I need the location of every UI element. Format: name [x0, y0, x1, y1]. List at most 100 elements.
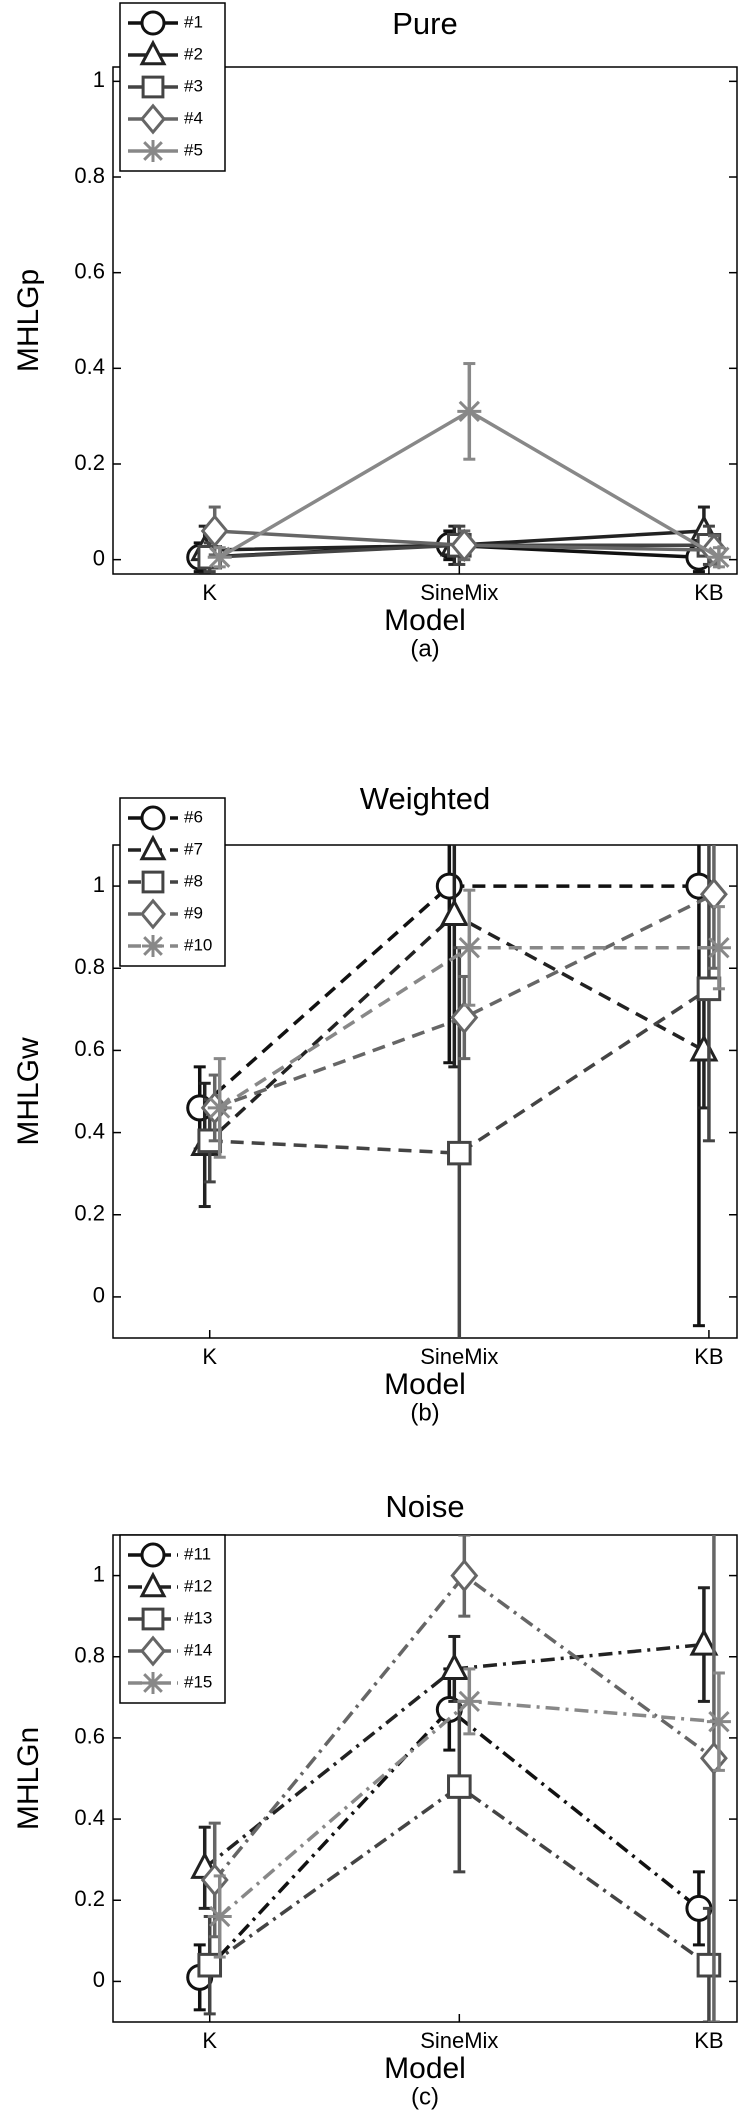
- marker: [699, 533, 728, 567]
- y-tick-label: 0: [93, 1283, 105, 1308]
- legend-label: #14: [184, 1640, 212, 1659]
- marker: [197, 1952, 223, 1978]
- marker: [207, 545, 232, 570]
- marker: [447, 1140, 472, 1166]
- marker: [706, 545, 731, 570]
- x-tick-label: SineMix: [420, 1344, 498, 1369]
- y-tick-label: 0.8: [74, 1643, 105, 1668]
- marker: [140, 898, 166, 930]
- data-layer: [186, 362, 731, 574]
- marker: [139, 834, 167, 861]
- y-tick-label: 0.2: [74, 1886, 105, 1911]
- caption: (b): [410, 1399, 439, 1426]
- x-axis-label: Model: [384, 604, 466, 637]
- legend-label: #7: [184, 839, 203, 858]
- marker: [699, 877, 728, 912]
- y-tick-label: 0: [93, 545, 105, 570]
- legend-label: #15: [184, 1672, 212, 1691]
- x-tick-label: K: [202, 1344, 217, 1369]
- x-tick-label: SineMix: [420, 2028, 498, 2053]
- legend-label: #12: [184, 1576, 212, 1595]
- marker: [706, 1709, 731, 1734]
- y-tick-label: 0.4: [74, 354, 105, 379]
- marker: [200, 514, 229, 548]
- marker: [457, 399, 482, 424]
- marker: [457, 935, 482, 960]
- y-tick-label: 0.6: [74, 1724, 105, 1749]
- marker: [450, 528, 479, 563]
- y-tick-label: 0.2: [74, 1201, 105, 1226]
- marker: [141, 870, 165, 894]
- x-axis-label: Model: [384, 2052, 466, 2085]
- marker: [140, 1542, 166, 1568]
- y-tick-label: 0.6: [74, 258, 105, 283]
- series-line: [209, 987, 710, 1155]
- legend-label: #11: [184, 1544, 211, 1563]
- legend-label: #3: [184, 76, 203, 95]
- legend-label: #4: [184, 108, 203, 127]
- legend-label: #10: [184, 935, 212, 954]
- data-layer: [186, 845, 731, 1338]
- marker: [142, 140, 164, 162]
- y-tick-label: 0.4: [74, 1805, 105, 1830]
- y-axis-label: MHLGw: [12, 1037, 45, 1146]
- y-axis-label: MHLGp: [12, 269, 45, 372]
- caption: (c): [411, 2083, 439, 2110]
- chart-title: Weighted: [360, 781, 490, 816]
- marker: [450, 1000, 479, 1035]
- panel: Weighted Model(b) MHLGw 0 0.2 0.4 0.6 0.8 1 K Sine…: [12, 781, 738, 1426]
- marker: [696, 976, 722, 1002]
- marker: [142, 1672, 164, 1694]
- chart-title: Pure: [392, 6, 457, 41]
- marker: [689, 1628, 719, 1656]
- y-tick-label: 1: [93, 1561, 105, 1586]
- legend-label: #2: [184, 44, 203, 63]
- marker: [457, 1689, 482, 1714]
- marker: [706, 935, 731, 960]
- legend-label: #5: [184, 140, 203, 159]
- marker: [207, 1095, 232, 1120]
- marker: [439, 1652, 469, 1681]
- marker: [450, 1558, 479, 1593]
- marker: [140, 805, 166, 831]
- x-tick-label: K: [202, 2028, 217, 2053]
- legend-label: #1: [184, 12, 203, 31]
- x-axis-label: Model: [384, 1368, 466, 1401]
- caption: (a): [410, 635, 439, 662]
- marker: [141, 1607, 165, 1631]
- legend: #6 #7 #8 #9 #10: [119, 797, 226, 967]
- x-tick-label: KB: [694, 2028, 723, 2053]
- marker: [139, 39, 167, 66]
- legend: #11 #12 #13 #14 #15: [119, 1534, 226, 1704]
- y-tick-label: 0.8: [74, 954, 105, 979]
- marker: [142, 935, 164, 957]
- marker: [447, 1774, 472, 1799]
- legend-label: #9: [184, 903, 203, 922]
- panel: Noise Model(c) MHLGn 0 0.2 0.4 0.6 0.8 1 K SineMix…: [12, 1489, 738, 2110]
- y-tick-label: 0.2: [74, 450, 105, 475]
- y-tick-label: 0.6: [74, 1036, 105, 1061]
- x-tick-label: K: [202, 580, 217, 605]
- chart-title: Noise: [385, 1489, 464, 1524]
- legend-label: #6: [184, 807, 203, 826]
- marker: [207, 1904, 232, 1929]
- y-tick-label: 0.4: [74, 1118, 105, 1143]
- y-tick-label: 1: [93, 67, 105, 92]
- y-tick-label: 0: [93, 1967, 105, 1992]
- marker: [140, 103, 166, 135]
- series-line: [198, 884, 699, 1110]
- marker: [696, 1952, 722, 1978]
- x-tick-label: KB: [694, 580, 723, 605]
- y-tick-label: 0.8: [74, 163, 105, 188]
- marker: [141, 75, 165, 99]
- x-tick-label: KB: [694, 1344, 723, 1369]
- legend-label: #8: [184, 871, 203, 890]
- marker: [140, 10, 166, 36]
- marker: [140, 1635, 166, 1667]
- marker: [439, 898, 469, 926]
- legend: #1 #2 #3 #4 #5: [119, 2, 226, 172]
- marker: [139, 1571, 167, 1598]
- legend-label: #13: [184, 1608, 212, 1627]
